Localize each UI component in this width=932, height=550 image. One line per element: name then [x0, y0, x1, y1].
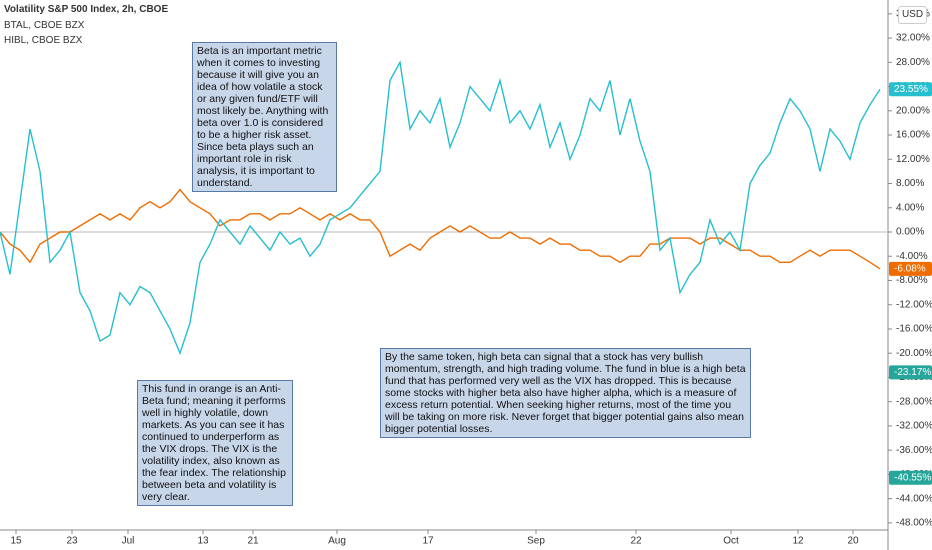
y-tick-label: -8.00% — [896, 275, 928, 286]
x-tick-label: 15 — [10, 536, 22, 547]
x-tick-label: 23 — [66, 536, 78, 547]
x-tick-label: Oct — [723, 536, 739, 547]
price-label: -40.55% — [894, 472, 931, 483]
x-tick-label: 21 — [247, 536, 259, 547]
price-label-box — [889, 365, 932, 380]
legend-entry: HIBL, CBOE BZX — [4, 35, 83, 46]
y-tick-label: -12.00% — [896, 299, 932, 310]
x-tick-label: 17 — [422, 536, 434, 547]
y-tick-label: -36.00% — [896, 445, 932, 456]
y-tick-label: 28.00% — [896, 57, 930, 68]
price-label: -6.08% — [894, 263, 926, 274]
y-tick-label: -4.00% — [896, 251, 928, 262]
y-tick-label: 12.00% — [896, 154, 930, 165]
y-tick-label: 0.00% — [896, 227, 924, 238]
price-label-box — [889, 82, 932, 97]
annotation: This fund in orange is an Anti-Beta fund… — [137, 380, 293, 506]
x-tick-label: Sep — [527, 536, 545, 547]
series-line — [0, 188, 881, 270]
series-line — [0, 60, 881, 356]
legend-entry: BTAL, CBOE BZX — [4, 20, 85, 31]
y-tick-label: 20.00% — [896, 105, 930, 116]
chart-title: Volatility S&P 500 Index, 2h, CBOE — [4, 4, 169, 15]
y-tick-label: 8.00% — [896, 178, 924, 189]
y-tick-label: -44.00% — [896, 493, 932, 504]
y-tick-label: 32.00% — [896, 33, 930, 44]
y-tick-label: -16.00% — [896, 324, 932, 335]
price-label-box — [889, 470, 932, 485]
x-tick-label: Jul — [122, 536, 135, 547]
annotation: Beta is an important metric when it come… — [192, 42, 337, 192]
x-tick-label: 12 — [792, 536, 804, 547]
y-tick-label: 16.00% — [896, 130, 930, 141]
y-tick-label: 4.00% — [896, 202, 924, 213]
x-tick-label: 20 — [847, 536, 859, 547]
y-tick-label: -48.00% — [896, 518, 932, 529]
y-tick-label: -20.00% — [896, 348, 932, 359]
price-label: 23.55% — [894, 84, 928, 95]
x-tick-label: 13 — [197, 536, 209, 547]
x-tick-label: 22 — [630, 536, 642, 547]
y-tick-label: -28.00% — [896, 396, 932, 407]
currency-button[interactable]: USD — [898, 6, 927, 24]
y-tick-label: -32.00% — [896, 421, 932, 432]
price-label-box — [889, 261, 932, 276]
annotation: By the same token, high beta can signal … — [380, 348, 751, 438]
price-label: -23.17% — [894, 367, 931, 378]
x-tick-label: Aug — [328, 536, 346, 547]
